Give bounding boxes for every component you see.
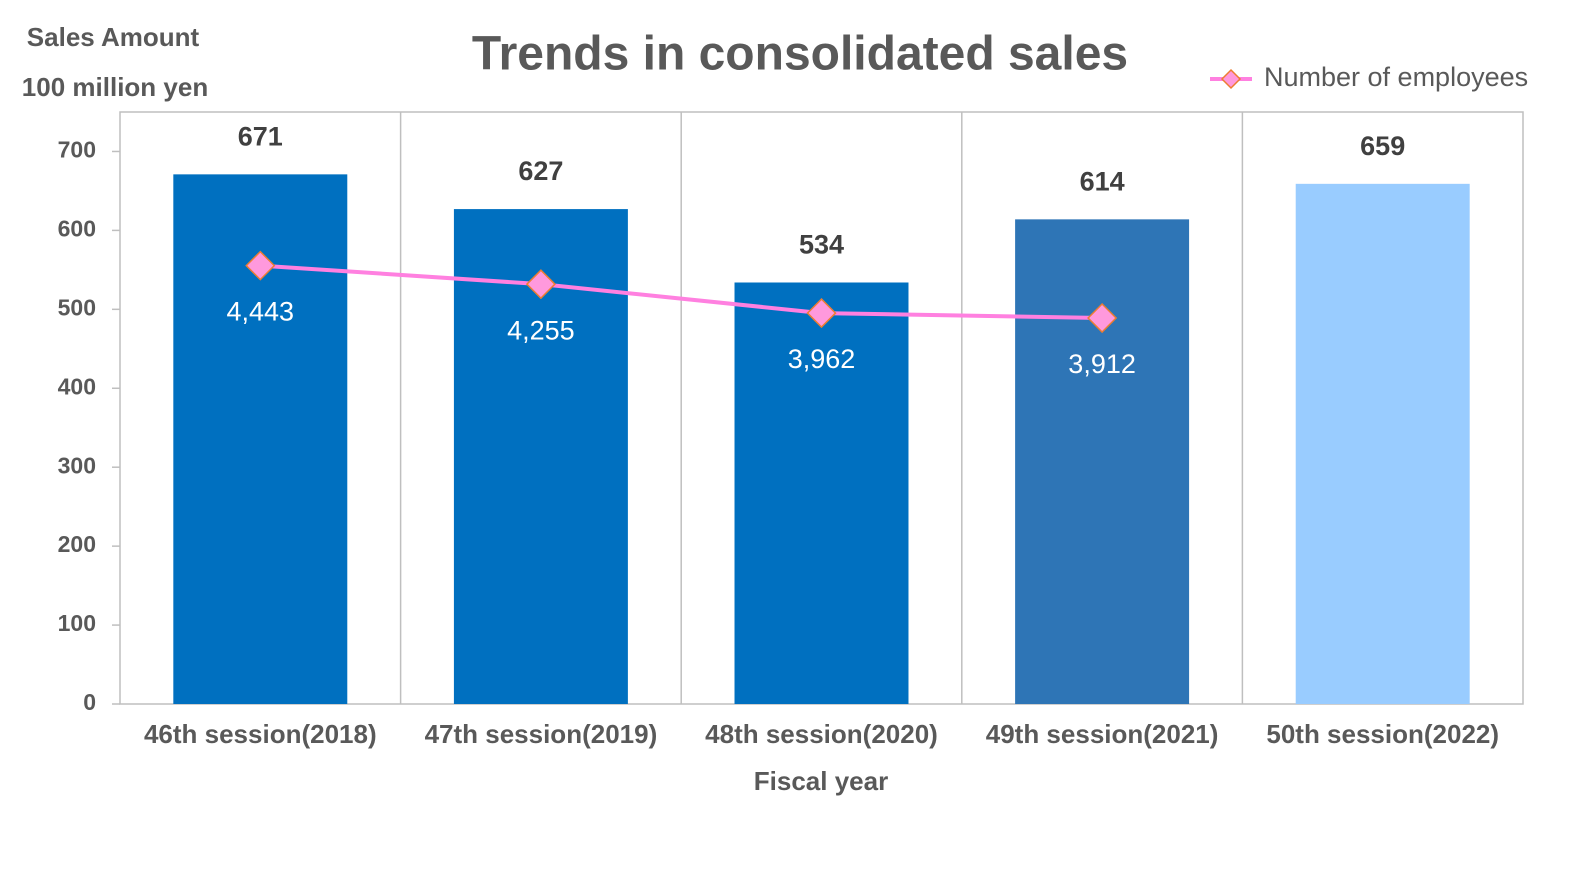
y-tick-label: 0 (83, 689, 96, 715)
line-marker (1087, 302, 1118, 334)
bar-value-label: 627 (518, 156, 563, 186)
bar-value-label: 614 (1080, 166, 1125, 196)
y-tick-label: 500 (58, 294, 96, 320)
bar-value-label: 659 (1360, 131, 1405, 161)
line-value-label: 4,255 (507, 315, 575, 345)
y-tick-label: 400 (58, 373, 96, 399)
y-tick-label: 200 (58, 531, 96, 557)
legend-marker (1220, 68, 1242, 90)
bar (1015, 219, 1190, 704)
bar-value-label: 671 (238, 121, 283, 151)
x-tick-label: 50th session(2022) (1266, 719, 1499, 749)
bar (734, 282, 909, 704)
line-marker (525, 269, 556, 300)
y-tick-label: 300 (58, 452, 96, 478)
chart-title: Trends in consolidated sales (472, 28, 1128, 81)
line-value-label: 4,443 (227, 297, 295, 327)
y-axis-label: Sales Amount (27, 22, 200, 52)
x-tick-label: 46th session(2018) (144, 719, 377, 749)
line-value-label: 3,962 (788, 344, 856, 374)
y-tick-label: 600 (58, 215, 96, 241)
x-tick-label: 47th session(2019) (425, 719, 658, 749)
line-marker (806, 298, 837, 329)
legend-label: Number of employees (1264, 62, 1528, 92)
bar-value-label: 534 (799, 230, 844, 260)
x-tick-label: 49th session(2021) (986, 719, 1219, 749)
y-tick-label: 100 (58, 610, 96, 636)
line-value-label: 3,912 (1068, 349, 1136, 379)
y-tick-label: 700 (58, 137, 96, 163)
x-axis-label: Fiscal year (754, 766, 888, 796)
line (260, 263, 1103, 321)
line-marker (245, 250, 276, 281)
x-tick-label: 48th session(2020) (705, 719, 938, 749)
bar (1295, 183, 1470, 704)
y-axis-label: 100 million yen (22, 72, 208, 102)
